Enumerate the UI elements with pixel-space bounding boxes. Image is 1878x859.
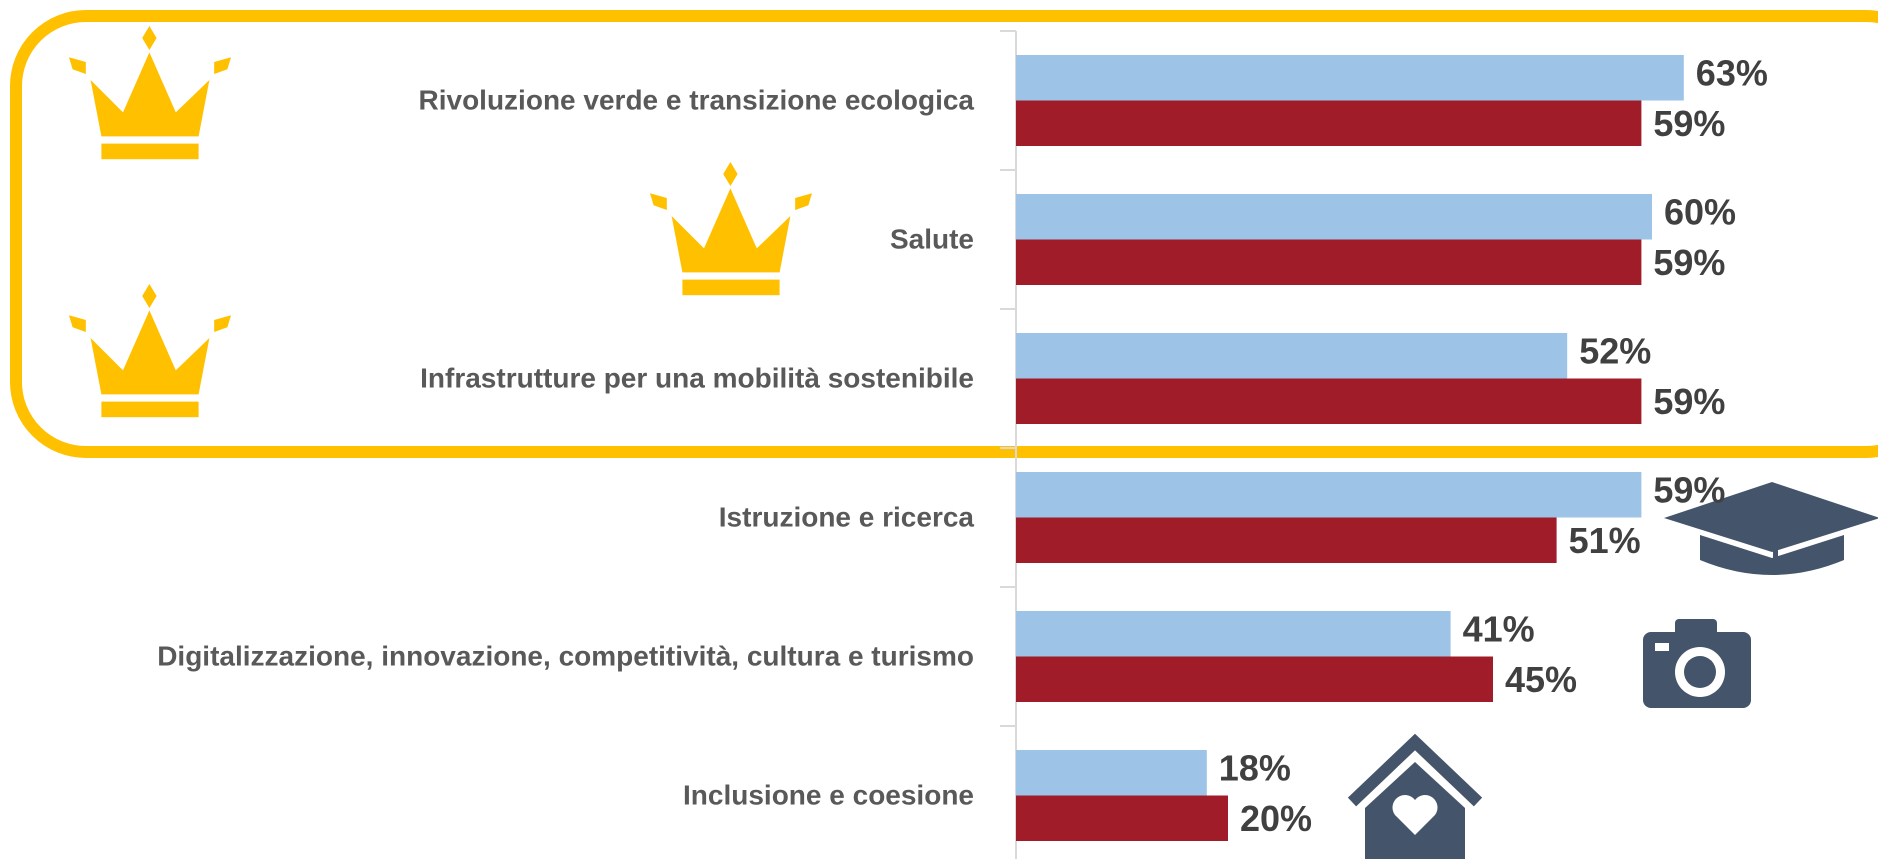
value-label: 60% bbox=[1664, 191, 1736, 232]
value-label: 45% bbox=[1505, 659, 1577, 700]
bar bbox=[1016, 517, 1557, 563]
value-label: 59% bbox=[1653, 381, 1725, 422]
value-label: 20% bbox=[1240, 798, 1312, 839]
bar bbox=[1016, 100, 1642, 146]
value-label: 52% bbox=[1579, 330, 1651, 371]
bar bbox=[1016, 611, 1451, 657]
highlight-frame bbox=[10, 10, 1878, 458]
crown-icon bbox=[69, 26, 231, 160]
category-label: Infrastrutture per una mobilità sostenib… bbox=[420, 362, 974, 394]
bar bbox=[1016, 194, 1652, 240]
bar bbox=[1016, 239, 1642, 285]
category-label: Inclusione e coesione bbox=[683, 779, 974, 811]
bar bbox=[1016, 750, 1207, 796]
graduation-cap-icon bbox=[1664, 482, 1878, 575]
value-label: 59% bbox=[1653, 103, 1725, 144]
category-label: Istruzione e ricerca bbox=[718, 501, 974, 533]
value-label: 59% bbox=[1653, 242, 1725, 283]
bar bbox=[1016, 55, 1684, 101]
value-label: 51% bbox=[1569, 520, 1641, 561]
camera-icon bbox=[1643, 619, 1751, 708]
category-label: Digitalizzazione, innovazione, competiti… bbox=[157, 640, 974, 672]
bar bbox=[1016, 378, 1642, 424]
value-label: 63% bbox=[1696, 52, 1768, 93]
value-label: 41% bbox=[1463, 608, 1535, 649]
value-label: 18% bbox=[1219, 747, 1291, 788]
crown-icon bbox=[69, 284, 231, 418]
house-icon bbox=[1347, 733, 1483, 859]
bar bbox=[1016, 333, 1568, 379]
bar bbox=[1016, 795, 1228, 841]
category-label: Salute bbox=[889, 223, 974, 255]
crown-icon bbox=[650, 162, 812, 296]
value-label: 59% bbox=[1653, 469, 1725, 510]
bar bbox=[1016, 472, 1642, 518]
bar bbox=[1016, 656, 1493, 702]
category-label: Rivoluzione verde e transizione ecologic… bbox=[418, 84, 975, 116]
